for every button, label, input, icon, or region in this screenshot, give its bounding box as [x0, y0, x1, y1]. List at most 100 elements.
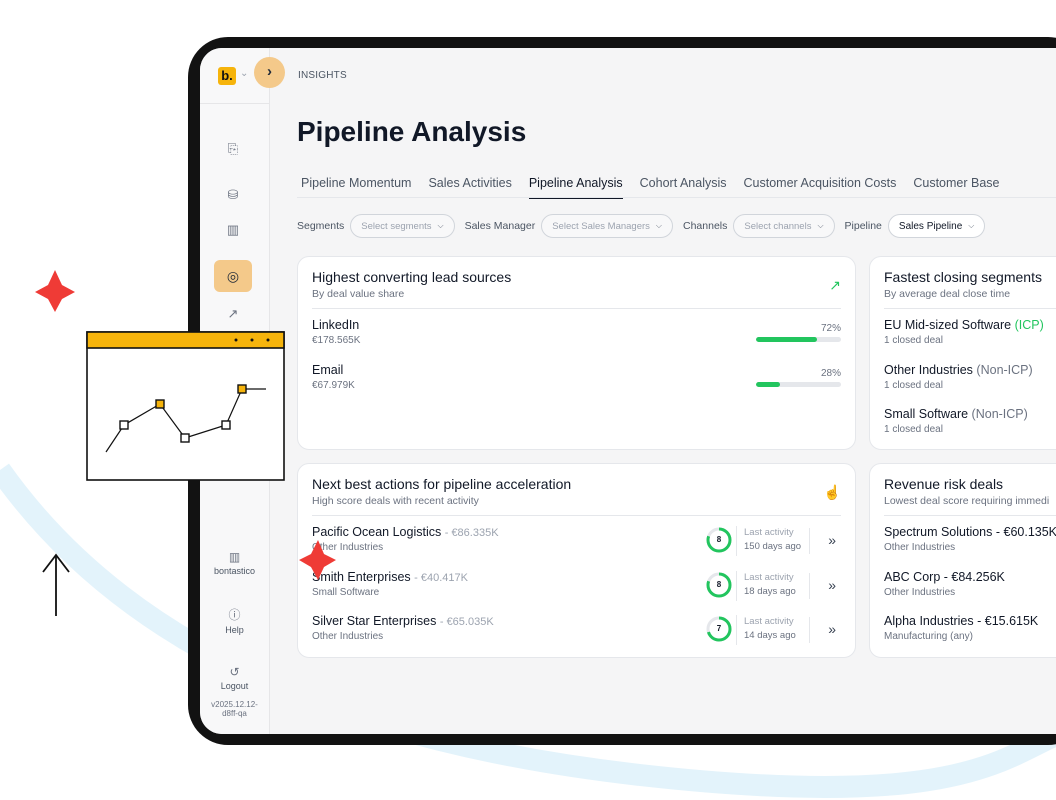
score-ring-graphic [706, 616, 732, 642]
segment-label: Small Software [884, 407, 969, 421]
inbox-icon[interactable]: ⎘ [227, 141, 239, 156]
lead-sources-card: Highest converting lead sources By deal … [297, 256, 856, 450]
card-divider [312, 515, 841, 516]
workspace-button[interactable]: ▥ bontastico [200, 550, 269, 576]
logout-icon: ↺ [229, 665, 240, 679]
score-ring: 8 [706, 572, 732, 598]
tab-cohort-analysis[interactable]: Cohort Analysis [639, 176, 727, 190]
last-activity-label: Last activity [744, 616, 794, 627]
chevron-down-icon: ⌵ [968, 221, 975, 230]
building-icon[interactable]: ▥ [226, 222, 240, 237]
filter-bar: Segments Select segments ⌵ Sales Manager … [297, 214, 995, 238]
chevron-down-icon: ⌵ [817, 221, 824, 230]
card-title: Highest converting lead sources [312, 269, 512, 285]
chevron-double-right-icon[interactable]: » [809, 573, 836, 599]
card-subtitle: Lowest deal score requiring immedi [884, 495, 1050, 507]
tab-customer-base[interactable]: Customer Base [913, 176, 1000, 190]
tab-bar: Pipeline Momentum Sales Activities Pipel… [301, 176, 1017, 199]
workspace-label: bontastico [213, 566, 256, 576]
sidebar: b. ⌄ ⎘ ⛁ ▥ ◎ ↗ ▥ bontastico ⓘ Help ↺ Log… [200, 48, 270, 734]
lead-source-row: Email €67.979K 28% [312, 363, 841, 399]
building-icon: ▥ [228, 550, 241, 564]
chevron-down-icon[interactable]: ⌄ [240, 68, 249, 79]
brand-logo[interactable]: b. [218, 67, 236, 85]
card-subtitle: By deal value share [312, 288, 405, 300]
sales-manager-label: Sales Manager [464, 220, 536, 232]
share-bar-fill [756, 382, 780, 387]
segments-placeholder: Select segments [361, 220, 432, 232]
channels-select[interactable]: Select channels ⌵ [733, 214, 835, 238]
segment-row: EU Mid-sized Software (ICP) 1 closed dea… [884, 318, 1056, 354]
channels-label: Channels [683, 220, 728, 232]
non-icp-tag: (Non-ICP) [976, 363, 1033, 377]
segment-name: Other Industries (Non-ICP) [884, 363, 1056, 377]
deal-row[interactable]: Pacific Ocean Logistics - €86.335K Other… [312, 525, 841, 561]
decor-arrow-head [42, 553, 70, 573]
gauge-icon[interactable]: ◎ [214, 260, 252, 292]
decor-swoosh [0, 463, 1056, 798]
segment-row: Small Software (Non-ICP) 1 closed deal [884, 407, 1056, 443]
card-title: Fastest closing segments [884, 269, 1042, 285]
score-value: 8 [716, 580, 722, 589]
segment-deals: 1 closed deal [884, 335, 943, 346]
last-activity: Last activity 150 days ago [736, 526, 804, 556]
deal-industry: Other Industries [312, 631, 384, 642]
segment-name: Small Software (Non-ICP) [884, 407, 1056, 421]
tab-sales-activities[interactable]: Sales Activities [428, 176, 512, 190]
segment-deals: 1 closed deal [884, 380, 943, 391]
deal-name: Silver Star Enterprises - €65.035K [312, 614, 841, 628]
risk-deal-row[interactable]: Spectrum Solutions - €60.135K Other Indu… [884, 525, 1056, 561]
tab-pipeline-analysis[interactable]: Pipeline Analysis [528, 176, 623, 199]
icp-tag: (ICP) [1014, 318, 1044, 332]
risk-deal-row[interactable]: Alpha Industries - €15.615K Manufacturin… [884, 614, 1056, 650]
sidebar-expand-button[interactable]: › [254, 57, 285, 88]
card-subtitle: By average deal close time [884, 288, 1011, 300]
deal-industry: Small Software [312, 587, 380, 598]
deal-title: Smith Enterprises [312, 570, 411, 584]
sales-manager-placeholder: Select Sales Managers [552, 220, 650, 232]
card-title: Next best actions for pipeline accelerat… [312, 476, 572, 492]
deal-row[interactable]: Smith Enterprises - €40.417K Small Softw… [312, 570, 841, 606]
logout-button[interactable]: ↺ Logout [200, 665, 269, 691]
deal-title: Pacific Ocean Logistics [312, 525, 442, 539]
tab-pipeline-momentum[interactable]: Pipeline Momentum [301, 176, 412, 190]
score-value: 7 [716, 624, 722, 633]
breadcrumb[interactable]: INSIGHTS [298, 70, 347, 81]
last-activity-value: 150 days ago [744, 541, 802, 552]
segment-deals: 1 closed deal [884, 424, 943, 435]
risk-deal-industry: Other Industries [884, 542, 956, 553]
tab-customer-acquisition-costs[interactable]: Customer Acquisition Costs [743, 176, 897, 190]
segment-label: Other Industries [884, 363, 973, 377]
trend-icon[interactable]: ↗ [227, 306, 239, 321]
next-actions-card: Next best actions for pipeline accelerat… [297, 463, 856, 658]
score-ring-graphic [706, 572, 732, 598]
database-icon[interactable]: ⛁ [227, 187, 239, 202]
risk-deal-industry: Other Industries [884, 587, 956, 598]
chevron-double-right-icon[interactable]: » [809, 528, 836, 554]
deal-value: - €65.035K [439, 616, 494, 628]
last-activity-value: 18 days ago [744, 586, 796, 597]
last-activity-label: Last activity [744, 572, 794, 583]
segments-select[interactable]: Select segments ⌵ [350, 214, 455, 238]
risk-deal-name: Alpha Industries - €15.615K [884, 614, 1039, 628]
score-ring: 7 [706, 616, 732, 642]
lead-source-name: LinkedIn [312, 318, 360, 332]
deal-name: Pacific Ocean Logistics - €86.335K [312, 525, 841, 539]
deal-industry: Other Industries [312, 542, 384, 553]
chevron-double-right-icon[interactable]: » [809, 617, 836, 643]
version-line-1: v2025.12.12- [211, 700, 258, 709]
closing-segments-card: Fastest closing segments By average deal… [869, 256, 1056, 450]
lead-source-value: €178.565K [312, 335, 361, 346]
risk-deal-row[interactable]: ABC Corp - €84.256K Other Industries [884, 570, 1056, 606]
share-percent: 28% [820, 368, 841, 379]
pipeline-select[interactable]: Sales Pipeline ⌵ [887, 214, 986, 238]
last-activity: Last activity 14 days ago [736, 615, 804, 645]
help-button[interactable]: ⓘ Help [200, 606, 269, 635]
risk-deal-industry: Manufacturing (any) [884, 631, 973, 642]
deal-row[interactable]: Silver Star Enterprises - €65.035K Other… [312, 614, 841, 650]
sales-manager-select[interactable]: Select Sales Managers ⌵ [541, 214, 673, 238]
segments-label: Segments [297, 220, 345, 232]
card-subtitle: High score deals with recent activity [312, 495, 479, 507]
score-ring: 8 [706, 527, 732, 553]
